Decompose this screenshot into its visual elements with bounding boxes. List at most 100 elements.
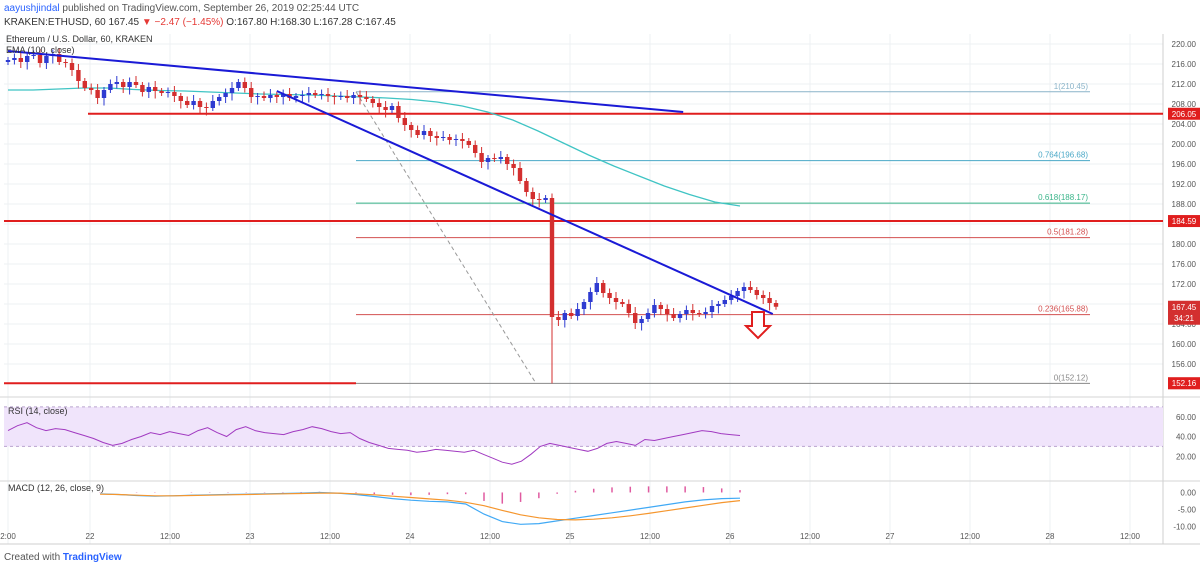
candle-body: [601, 283, 606, 293]
candle-body: [159, 91, 164, 93]
time-tick: 23: [246, 532, 255, 541]
footer: Created with TradingView: [4, 552, 122, 563]
candle-body: [409, 125, 414, 130]
price-level-value: 152.16: [1172, 379, 1197, 388]
fib-level-label: 0.5(181.28): [1047, 228, 1088, 237]
candle-body: [428, 131, 433, 136]
price-change: ▼ −2.47 (−1.45%): [141, 17, 224, 28]
candle-body: [357, 95, 363, 97]
chart-canvas[interactable]: 1(210.45) 0.764(196.68) 0.618(188.17) 0.5(1…: [0, 0, 1200, 552]
price-tick: 180.00: [1172, 240, 1197, 249]
horizontal-levels[interactable]: 206.05 184.59 152.16: [4, 107, 1200, 390]
candle-body: [153, 87, 158, 91]
last-price-value: 167.45: [1172, 303, 1197, 312]
time-axis[interactable]: 2:00 22 12:00 23 12:00 24 12:00 25 12:00 26 12:00 2…: [0, 532, 1140, 541]
candle-body: [626, 304, 631, 313]
candle-body: [217, 97, 222, 101]
candle-body: [332, 96, 337, 97]
price-tick: 172.00: [1172, 280, 1197, 289]
candle-body: [223, 93, 228, 97]
price-tick: 200.00: [1172, 140, 1197, 149]
candle-body: [492, 158, 497, 159]
trend-lines[interactable]: [7, 50, 774, 315]
candle-body: [754, 290, 759, 295]
candle-body: [415, 130, 420, 135]
trend-line: [7, 50, 684, 113]
candle-body: [453, 139, 459, 140]
candle-body: [370, 99, 375, 103]
down-arrow-shape: [743, 311, 773, 340]
candle-body: [665, 309, 670, 314]
created-with-label: Created with: [4, 552, 61, 563]
candle-body: [543, 198, 548, 200]
candle-body: [31, 55, 36, 56]
price-axis-bg: [1164, 34, 1200, 384]
price-axis[interactable]: 220.00 216.00 212.00 208.00 204.00 200.00 196.…: [1164, 34, 1200, 390]
candle-body: [325, 94, 331, 96]
time-tick: 22: [86, 532, 95, 541]
macd-pane: 0.00 -5.00 -10.00: [99, 486, 1197, 531]
candle-body: [735, 291, 740, 296]
macd-tick: 0.00: [1180, 488, 1196, 497]
countdown-value: 34:21: [1174, 314, 1195, 323]
price-level-value: 184.59: [1172, 217, 1197, 226]
candle-body: [319, 94, 324, 95]
candle-body: [89, 88, 94, 90]
candle-body: [639, 319, 644, 323]
rsi-tick: 40.00: [1176, 433, 1197, 442]
price-level-tag: [1168, 215, 1200, 228]
candle-body: [172, 92, 177, 96]
candle-body: [306, 93, 311, 95]
candle-body: [300, 95, 305, 96]
time-tick: 27: [886, 532, 895, 541]
candle-body: [204, 107, 209, 108]
candle-body: [185, 101, 190, 105]
time-tick: 12:00: [640, 532, 661, 541]
candle-body: [5, 60, 11, 62]
rsi-tick: 60.00: [1176, 413, 1197, 422]
candle-body: [25, 56, 30, 62]
candle-body: [255, 96, 260, 97]
fibonacci-retracement[interactable]: 1(210.45) 0.764(196.68) 0.618(188.17) 0.5(1…: [356, 82, 1090, 384]
author-link[interactable]: aayushjindal: [4, 3, 60, 14]
down-arrow-icon: [743, 311, 773, 340]
price-level-tag: [1168, 377, 1200, 390]
trend-line: [276, 90, 774, 315]
candle-body: [69, 63, 75, 70]
candle-body: [57, 54, 62, 62]
candle-body: [313, 93, 318, 95]
candle-body: [146, 87, 151, 92]
candle-body: [594, 283, 599, 292]
candle-body: [466, 141, 471, 145]
candle-body: [18, 58, 23, 62]
candle-body: [178, 96, 183, 101]
candle-body: [562, 313, 567, 320]
rsi-line: [7, 422, 741, 465]
price-tick: 156.00: [1172, 360, 1197, 369]
candle-body: [524, 181, 529, 192]
fib-level-label: 0.236(165.88): [1038, 305, 1088, 314]
price-tick: 192.00: [1172, 180, 1197, 189]
candle-body: [274, 95, 279, 97]
candle-body: [697, 313, 702, 314]
candle-body: [505, 157, 510, 164]
candle-body: [530, 192, 535, 199]
candle-body: [114, 82, 119, 84]
time-tick: 12:00: [480, 532, 501, 541]
fib-level-label: 0.618(188.17): [1038, 193, 1088, 202]
candle-body: [460, 139, 465, 141]
candle-body: [281, 94, 286, 97]
candle-body: [345, 96, 350, 98]
candles: [5, 48, 779, 384]
time-tick: 12:00: [320, 532, 341, 541]
candle-body: [210, 101, 215, 108]
candle-body: [581, 302, 587, 309]
candle-body: [121, 82, 126, 87]
price-level-tag: [1168, 107, 1200, 120]
publish-info: published on TradingView.com, September …: [62, 3, 360, 14]
time-tick: 24: [406, 532, 415, 541]
candle-body: [351, 95, 356, 98]
rsi-title: RSI (14, close): [8, 406, 68, 416]
tradingview-logo[interactable]: TradingView: [62, 552, 122, 563]
candle-body: [421, 131, 427, 135]
